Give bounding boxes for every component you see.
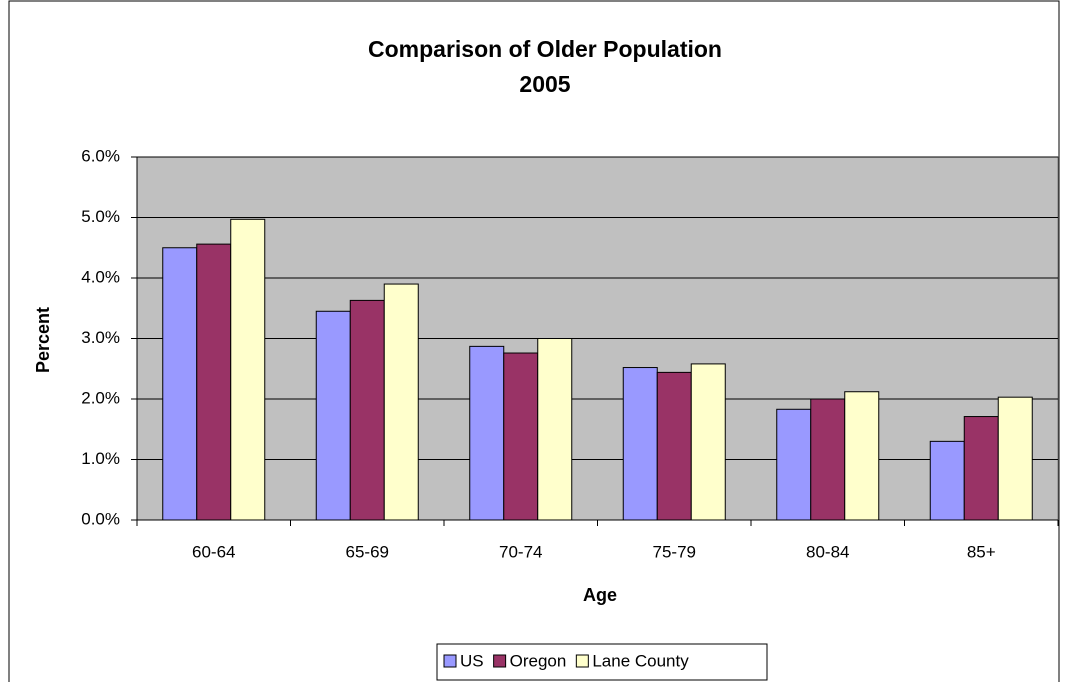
y-tick-label: 3.0% [81, 328, 120, 347]
legend-box [436, 643, 768, 681]
chart-title: Comparison of Older Population [368, 36, 722, 62]
y-tick-label: 0.0% [81, 509, 120, 528]
y-tick-label: 2.0% [81, 388, 120, 407]
legend-swatch [493, 654, 507, 668]
x-tick-label: 85+ [967, 542, 996, 561]
bar [997, 396, 1033, 521]
bar [315, 310, 351, 521]
y-tick-label: 6.0% [81, 146, 120, 165]
legend-label: Lane County [592, 651, 689, 670]
y-tick-label: 1.0% [81, 449, 120, 468]
legend-swatch [575, 654, 589, 668]
bar [963, 416, 999, 521]
bar [929, 440, 965, 521]
bar [230, 218, 266, 521]
x-tick-label: 70-74 [499, 542, 542, 561]
x-tick-label: 60-64 [192, 542, 235, 561]
bar [162, 247, 198, 521]
bar [690, 363, 726, 521]
y-tick-label: 5.0% [81, 207, 120, 226]
x-axis-title: Age [583, 585, 617, 605]
bar [503, 352, 539, 521]
x-tick-label: 75-79 [653, 542, 696, 561]
bar [844, 391, 880, 521]
chart-subtitle: 2005 [519, 71, 570, 97]
y-axis-title: Percent [33, 307, 53, 373]
x-tick-label: 80-84 [806, 542, 849, 561]
bar [349, 299, 385, 521]
bar [776, 408, 812, 521]
x-tick-label: 65-69 [346, 542, 389, 561]
legend-label: Oregon [510, 651, 567, 670]
bar [656, 371, 692, 521]
legend-label: US [460, 651, 484, 670]
bar [810, 398, 846, 521]
legend-swatch [443, 654, 457, 668]
bar [622, 367, 658, 521]
bar [196, 243, 232, 521]
y-tick-label: 4.0% [81, 267, 120, 286]
bar [469, 345, 505, 521]
bar [537, 338, 573, 521]
bar [383, 283, 419, 521]
